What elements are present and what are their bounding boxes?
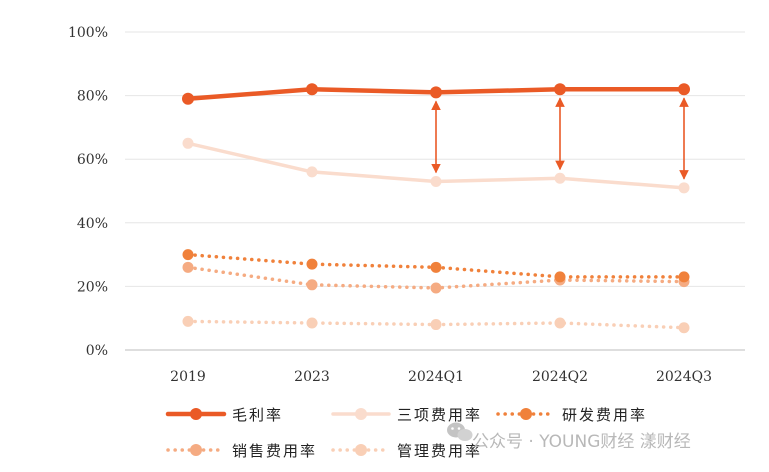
- legend-label: 三项费用率: [397, 406, 482, 424]
- data-point: [678, 271, 690, 283]
- data-point: [182, 261, 194, 273]
- data-point: [430, 282, 442, 294]
- series-2: [182, 137, 690, 194]
- series-group: [182, 83, 690, 334]
- legend-label: 研发费用率: [562, 406, 647, 424]
- data-point: [678, 83, 690, 96]
- x-tick-label: 2024Q3: [656, 369, 712, 385]
- data-point: [430, 86, 442, 99]
- data-point: [306, 258, 318, 270]
- y-tick-label: 80%: [77, 89, 108, 105]
- annotation-arrows: [431, 97, 689, 180]
- data-point: [554, 172, 566, 184]
- legend-item-3: 研发费用率: [496, 406, 647, 424]
- legend-marker: [355, 408, 367, 420]
- x-tick-label: 2024Q1: [408, 369, 464, 385]
- legend-label: 管理费用率: [397, 442, 482, 460]
- legend-item-2: 三项费用率: [331, 406, 482, 424]
- y-tick-label: 20%: [77, 279, 108, 295]
- legend-marker: [520, 408, 532, 420]
- data-point: [182, 249, 194, 261]
- y-tick-label: 40%: [77, 216, 108, 232]
- legend-label: 毛利率: [232, 406, 283, 424]
- data-point: [306, 83, 318, 96]
- x-axis-ticks: 2019 2023 2024Q1 2024Q2 2024Q3: [170, 369, 712, 385]
- data-point: [430, 261, 442, 273]
- data-point: [430, 319, 442, 331]
- data-point: [554, 317, 566, 329]
- data-point: [554, 83, 566, 96]
- data-point: [182, 92, 194, 105]
- watermark: 公众号 · YOUNG财经 漾财经: [447, 422, 691, 452]
- data-point: [554, 271, 566, 283]
- y-tick-label: 100%: [68, 25, 108, 41]
- wechat-icon: [447, 422, 473, 441]
- data-point: [182, 315, 194, 327]
- data-point: [306, 279, 318, 291]
- gridlines: [125, 31, 745, 351]
- series-1: [182, 83, 690, 105]
- y-tick-label: 0%: [86, 343, 108, 359]
- series-5: [182, 315, 690, 334]
- legend-label: 销售费用率: [232, 442, 317, 460]
- data-point: [182, 137, 194, 149]
- x-tick-label: 2019: [170, 369, 206, 385]
- legend-marker: [190, 444, 202, 456]
- data-point: [306, 317, 318, 329]
- legend-item-4: 销售费用率: [166, 442, 317, 460]
- x-tick-label: 2023: [294, 369, 330, 385]
- legend-marker: [190, 408, 202, 420]
- x-tick-label: 2024Q2: [532, 369, 588, 385]
- series-3: [182, 249, 690, 283]
- data-point: [678, 322, 690, 334]
- data-point: [306, 166, 318, 178]
- legend-item-1: 毛利率: [165, 406, 283, 424]
- y-axis-ticks: 0% 20% 40% 60% 80% 100%: [68, 25, 108, 359]
- data-point: [430, 175, 442, 187]
- watermark-text: 公众号 · YOUNG财经 漾财经: [472, 432, 691, 452]
- data-point: [678, 182, 690, 194]
- legend-item-5: 管理费用率: [331, 442, 482, 460]
- y-tick-label: 60%: [77, 152, 108, 168]
- legend-marker: [355, 444, 367, 456]
